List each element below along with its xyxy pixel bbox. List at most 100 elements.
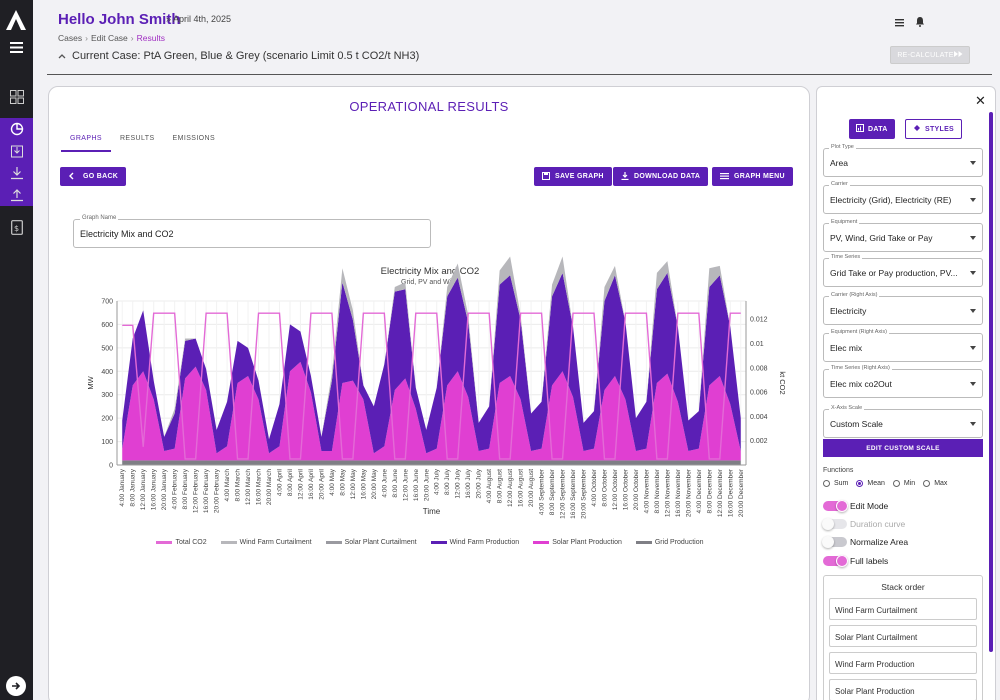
switch[interactable] xyxy=(823,500,848,512)
caret-down-icon xyxy=(970,161,976,165)
go-back-button[interactable]: GO BACK xyxy=(60,167,127,186)
legend-item[interactable]: Wind Farm Production xyxy=(430,539,520,546)
results-chart-icon[interactable] xyxy=(0,118,33,140)
radio-dot[interactable] xyxy=(856,480,864,487)
area-wind-farm-production[interactable] xyxy=(122,272,741,454)
electricity-mix-chart[interactable]: 0 100 200 300 400 500 600 700 0.002 0.004 0.006 0.0… xyxy=(49,87,811,537)
x-tick-label: 16:00 October xyxy=(622,468,629,510)
y2-tick-label: 0.004 xyxy=(750,414,768,421)
dashboard-icon[interactable] xyxy=(0,86,33,108)
radio-max[interactable]: Max xyxy=(923,480,947,487)
x-tick-label: 12:00 February xyxy=(193,468,200,513)
x-tick-label: 8:00 May xyxy=(339,468,346,495)
stack-order-item[interactable]: Solar Plant Production xyxy=(829,679,977,700)
x-axis-title: Time xyxy=(423,507,441,516)
legend-swatch xyxy=(635,541,652,544)
chart-icon xyxy=(856,124,864,134)
toggle-label: Normalize Area xyxy=(850,537,909,547)
x-tick-label: 4:00 April xyxy=(276,468,283,496)
x-tick-label: 20:00 January xyxy=(161,468,168,510)
close-icon[interactable]: ✕ xyxy=(975,93,986,108)
switch-knob xyxy=(836,555,848,567)
select-equipment[interactable]: Equipment PV, Wind, Grid Take or Pay xyxy=(823,219,983,252)
current-case-bar[interactable]: Current Case: PtA Green, Blue & Grey (sc… xyxy=(58,50,419,62)
select-time-series[interactable]: Time Series Grid Take or Pay production, … xyxy=(823,254,983,287)
radio-dot[interactable] xyxy=(892,480,900,487)
cost-report-icon[interactable]: $ xyxy=(0,216,33,238)
toggle-edit-mode[interactable]: Edit Mode xyxy=(823,500,889,512)
stack-order-item[interactable]: Solar Plant Curtailment xyxy=(829,625,977,647)
switch[interactable] xyxy=(823,555,848,567)
legend-label: Wind Farm Production xyxy=(449,539,520,546)
select-equipment-right-axis[interactable]: Equipment (Right Axis) Elec mix xyxy=(823,329,983,362)
select-value: Elec mix xyxy=(830,343,863,353)
stack-order-item[interactable]: Wind Farm Curtailment xyxy=(829,598,977,620)
select-x-axis-scale[interactable]: X-Axis Scale Custom Scale xyxy=(823,405,983,438)
select-plot-type[interactable]: Plot Type Area xyxy=(823,144,983,177)
tab-results[interactable]: RESULTS xyxy=(119,135,155,142)
import-icon[interactable] xyxy=(0,140,33,162)
legend-item[interactable]: Solar Plant Curtailment xyxy=(325,539,417,546)
upload-icon[interactable] xyxy=(0,184,33,206)
tab-graphs[interactable]: GRAPHS xyxy=(61,133,111,152)
toggle-label: Edit Mode xyxy=(850,501,889,511)
x-tick-label: 8:00 April xyxy=(287,468,294,496)
radio-dot[interactable] xyxy=(923,480,931,487)
breadcrumb-edit-case[interactable]: Edit Case xyxy=(90,33,128,43)
chevron-up-icon[interactable] xyxy=(58,50,66,62)
radio-label: Mean xyxy=(867,480,885,487)
x-tick-label: 4:00 May xyxy=(329,468,336,495)
notification-bell-icon[interactable] xyxy=(915,14,925,32)
legend-item[interactable]: Solar Plant Production xyxy=(533,539,622,546)
breadcrumb-cases[interactable]: Cases xyxy=(58,33,83,43)
download-icon[interactable] xyxy=(0,162,33,184)
legend-item[interactable]: Grid Production xyxy=(635,539,704,546)
download-data-button[interactable]: DOWNLOAD DATA xyxy=(613,167,709,186)
recalculate-button[interactable]: RE-CALCULATE xyxy=(890,46,970,64)
expand-arrow-icon[interactable] xyxy=(6,676,26,696)
radio-min[interactable]: Min xyxy=(892,480,915,487)
radio-dot[interactable] xyxy=(823,480,830,487)
select-carrier[interactable]: Carrier Electricity (Grid), Electricity (… xyxy=(823,181,983,214)
stack-order-item[interactable]: Wind Farm Production xyxy=(829,652,977,674)
menu-icon[interactable] xyxy=(0,36,33,58)
list-icon[interactable] xyxy=(895,14,905,32)
switch[interactable] xyxy=(822,536,847,548)
legend-item[interactable]: Total CO2 xyxy=(156,539,207,546)
toggle-full-labels[interactable]: Full labels xyxy=(823,555,888,567)
x-tick-label: 20:00 July xyxy=(476,468,483,498)
line-total-co2[interactable] xyxy=(122,312,741,460)
app-logo[interactable] xyxy=(4,8,28,32)
radio-sum[interactable]: Sum xyxy=(823,480,848,487)
toggle-duration-curve[interactable]: Duration curve xyxy=(822,518,905,530)
caret-down-icon xyxy=(970,271,976,275)
area-grid-production[interactable] xyxy=(122,460,741,465)
x-tick-label: 20:00 April xyxy=(318,468,325,499)
save-graph-button[interactable]: SAVE GRAPH xyxy=(534,167,612,186)
select-label: Carrier xyxy=(829,181,850,187)
edit-custom-scale-button[interactable]: EDIT CUSTOM SCALE xyxy=(823,439,983,457)
y-tick-label: 400 xyxy=(101,369,113,376)
graph-menu-button[interactable]: GRAPH MENU xyxy=(712,167,793,186)
switch[interactable] xyxy=(822,518,847,530)
graph-name-field[interactable]: Graph Name Electricity Mix and CO2 xyxy=(73,215,431,248)
select-value: Electricity xyxy=(830,306,867,316)
breadcrumb: Cases › Edit Case › Results xyxy=(58,33,165,43)
caret-down-icon xyxy=(970,198,976,202)
x-tick-label: 4:00 November xyxy=(643,468,650,513)
x-tick-label: 4:00 July xyxy=(434,468,441,495)
select-carrier-right-axis[interactable]: Carrier (Right Axis) Electricity xyxy=(823,292,983,325)
x-tick-label: 20:00 September xyxy=(581,468,588,519)
tab-emissions[interactable]: EMISSIONS xyxy=(172,135,216,142)
switch-knob xyxy=(822,518,834,530)
select-time-series-right-axis[interactable]: Time Series (Right Axis) Elec mix co2Out xyxy=(823,365,983,398)
graph-name-input[interactable]: Electricity Mix and CO2 xyxy=(80,229,174,239)
styles-tab-button[interactable]: STYLES xyxy=(905,119,963,139)
panel-scrollbar[interactable] xyxy=(989,112,993,652)
x-tick-label: 20:00 February xyxy=(214,468,221,513)
radio-mean[interactable]: Mean xyxy=(856,480,885,487)
data-tab-button[interactable]: DATA xyxy=(849,119,895,139)
current-case-title: Current Case: PtA Green, Blue & Grey (sc… xyxy=(72,50,420,62)
legend-item[interactable]: Wind Farm Curtailment xyxy=(220,539,312,546)
toggle-normalize-area[interactable]: Normalize Area xyxy=(822,536,909,548)
